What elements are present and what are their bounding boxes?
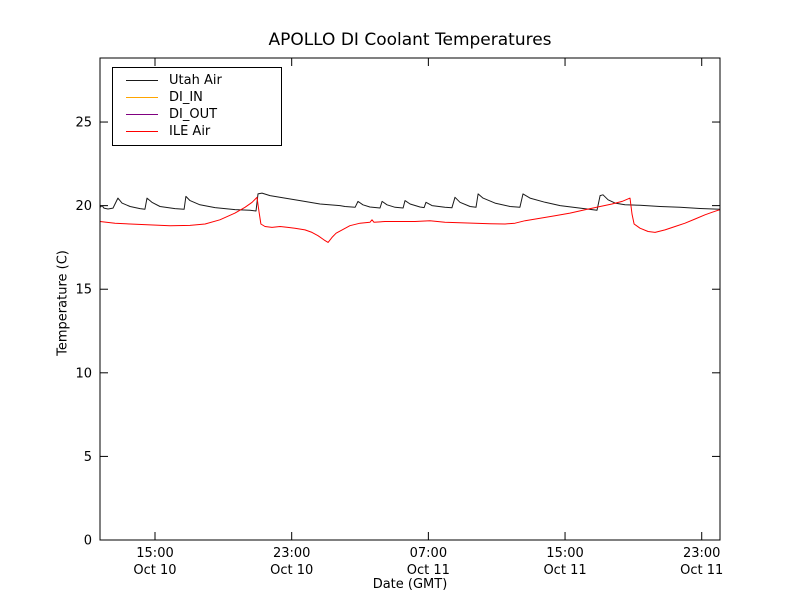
- x-tick-label-date: Oct 10: [270, 563, 313, 578]
- y-tick-label: 0: [84, 534, 92, 549]
- legend-line-swatch: [126, 131, 158, 132]
- legend-item-di-out: DI_OUT: [113, 106, 281, 123]
- legend-label: DI_IN: [169, 90, 203, 105]
- legend-line-swatch: [126, 80, 158, 81]
- legend-line-swatch: [126, 97, 158, 98]
- x-tick-label-date: Oct 10: [133, 563, 176, 578]
- y-tick-label: 10: [75, 366, 92, 381]
- chart-title: APOLLO DI Coolant Temperatures: [268, 30, 552, 50]
- x-tick-label-time: 23:00: [683, 546, 720, 561]
- legend-label: Utah Air: [169, 73, 222, 88]
- x-tick-label-time: 07:00: [410, 546, 447, 561]
- legend-line-swatch: [126, 114, 158, 115]
- legend-label: DI_OUT: [169, 107, 218, 122]
- legend-item-di-in: DI_IN: [113, 89, 281, 106]
- legend-item-ile-air: ILE Air: [113, 123, 281, 140]
- y-tick-label: 25: [75, 116, 92, 131]
- x-tick-label-time: 15:00: [546, 546, 583, 561]
- y-tick-label: 15: [75, 283, 92, 298]
- x-tick-label-date: Oct 11: [680, 563, 723, 578]
- plot-border: [99, 57, 721, 541]
- series-line-ile-air: [99, 196, 721, 243]
- series-line-utah-air: [99, 192, 721, 212]
- x-tick-label-date: Oct 11: [543, 563, 586, 578]
- x-tick-label-time: 15:00: [136, 546, 173, 561]
- legend-label: ILE Air: [169, 124, 211, 139]
- x-tick-label-time: 23:00: [273, 546, 310, 561]
- legend-item-utah-air: Utah Air: [113, 72, 281, 89]
- y-tick-label: 5: [84, 450, 92, 465]
- y-axis-label: Temperature (C): [55, 250, 71, 356]
- x-tick-label-date: Oct 11: [407, 563, 450, 578]
- y-tick-label: 20: [75, 199, 92, 214]
- x-axis-label: Date (GMT): [372, 577, 448, 592]
- legend-box: Utah Air DI_IN DI_OUT ILE Air: [112, 67, 282, 146]
